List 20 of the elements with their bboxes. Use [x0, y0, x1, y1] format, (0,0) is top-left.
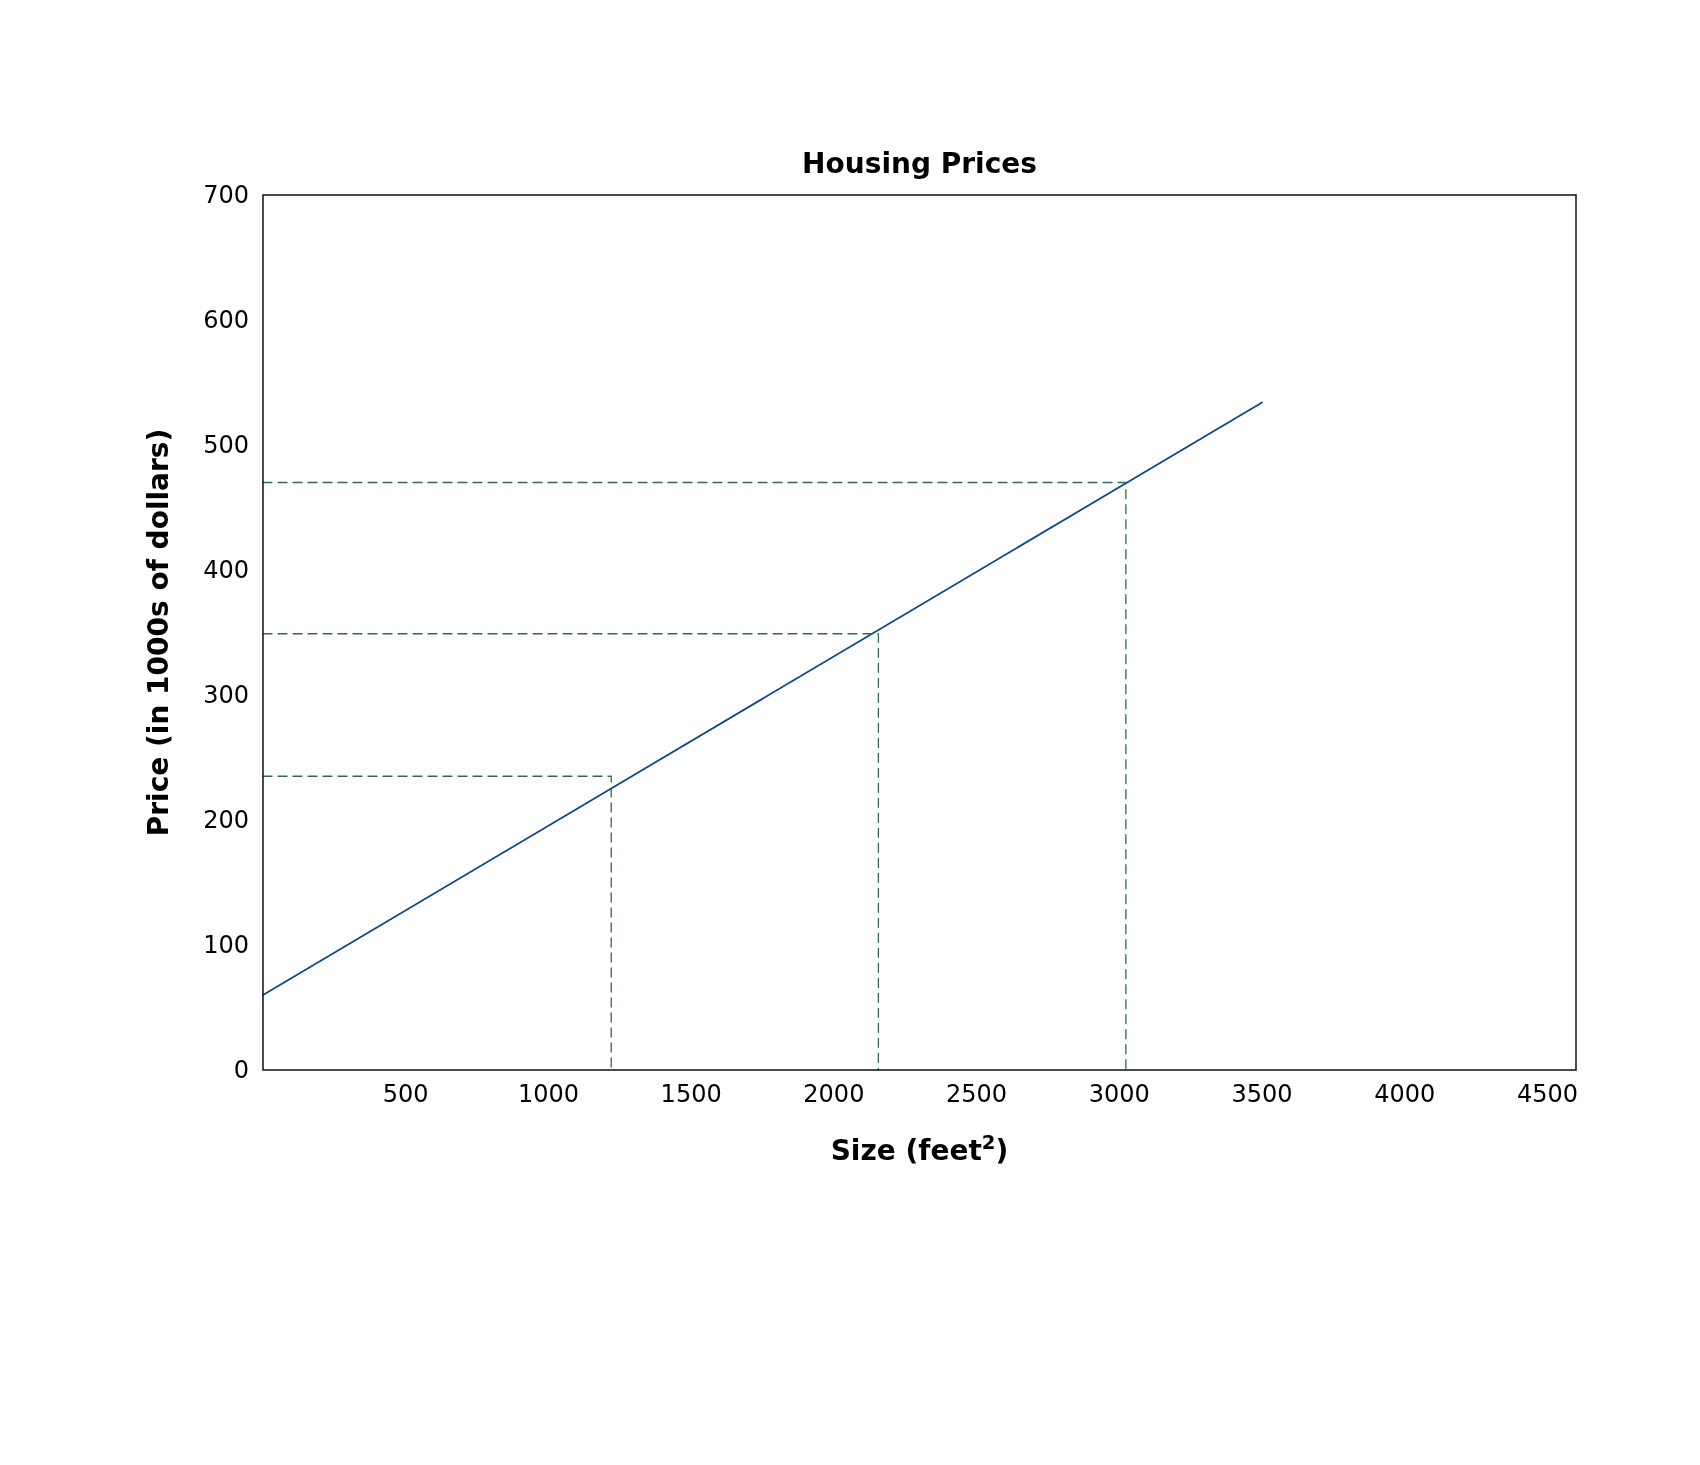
x-tick-label: 3000 — [1088, 1080, 1150, 1108]
x-tick-label: 4000 — [1374, 1080, 1436, 1108]
x-tick-label: 4500 — [1516, 1080, 1578, 1108]
y-tick-label: 200 — [203, 806, 249, 834]
x-axis-title: Size (feet$^{2}$) — [830, 1130, 1009, 1167]
x-tick-label: 500 — [382, 1080, 429, 1108]
x-tick-label: 2000 — [803, 1080, 865, 1108]
x-tick-label: 1000 — [517, 1080, 579, 1108]
y-axis-title: Price (in 1000s of dollars) — [142, 428, 175, 837]
y-tick-label: 100 — [203, 931, 249, 959]
chart-title: Housing Prices — [802, 147, 1037, 180]
y-tick-label: 0 — [233, 1056, 249, 1084]
y-tick-label: 600 — [203, 306, 249, 334]
x-tick-label: 3500 — [1231, 1080, 1293, 1108]
y-tick-label: 300 — [203, 681, 249, 709]
y-tick-label: 400 — [203, 556, 249, 584]
x-tick-label: 1500 — [660, 1080, 722, 1108]
y-tick-label: 700 — [203, 181, 249, 209]
y-tick-label: 500 — [203, 431, 249, 459]
x-tick-label: 2500 — [946, 1080, 1008, 1108]
